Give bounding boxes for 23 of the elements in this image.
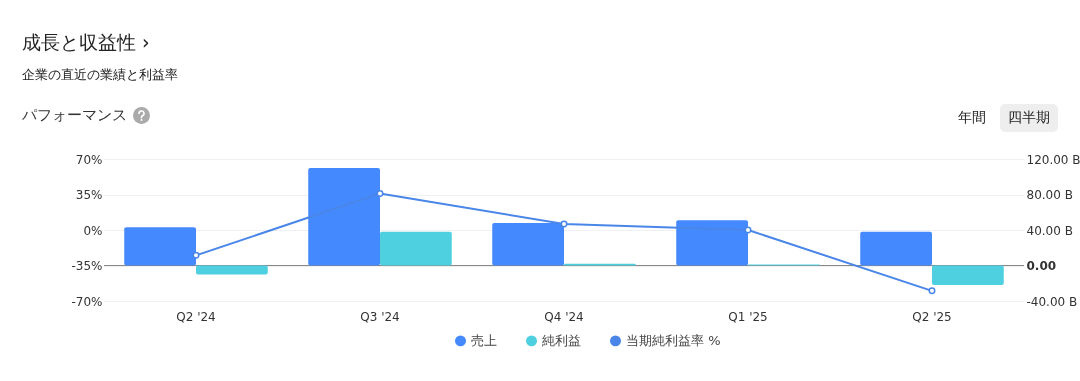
x-tick-label: Q2 '25 <box>912 309 952 324</box>
y2-tick-label: 40.00 B <box>1026 223 1073 238</box>
x-tick-label: Q1 '25 <box>728 309 768 324</box>
chart-title: 成長と収益性 › <box>22 30 150 55</box>
x-tick-label: Q3 '24 <box>360 309 400 324</box>
y-tick-label: -35% <box>71 259 103 273</box>
y2-tick-label: -40.00 B <box>1026 294 1078 309</box>
x-tick-label: Q4 '24 <box>544 309 584 324</box>
legend-label: 当期純利益率 % <box>626 332 721 348</box>
text: パフォーマンス <box>22 106 127 125</box>
y2-tick-label: 120.00 B <box>1026 152 1080 167</box>
y2-tick-label: 80.00 B <box>1026 188 1073 202</box>
legend-label: 売上 <box>471 332 497 348</box>
y-tick-label: 35% <box>75 188 103 202</box>
text: 年間 <box>957 108 987 127</box>
chart-subtitle: 企業の直近の業績と利益率 <box>22 66 178 84</box>
x-tick-label: Q2 '24 <box>176 309 216 324</box>
y2-tick-label: 0.00 <box>1026 259 1057 273</box>
y-tick-label: 70% <box>75 152 103 167</box>
text: 四半期 <box>1000 104 1058 132</box>
legend-label: 純利益 <box>542 332 581 348</box>
y-tick-label: -70% <box>71 294 103 309</box>
y-tick-label: 0% <box>83 223 103 238</box>
